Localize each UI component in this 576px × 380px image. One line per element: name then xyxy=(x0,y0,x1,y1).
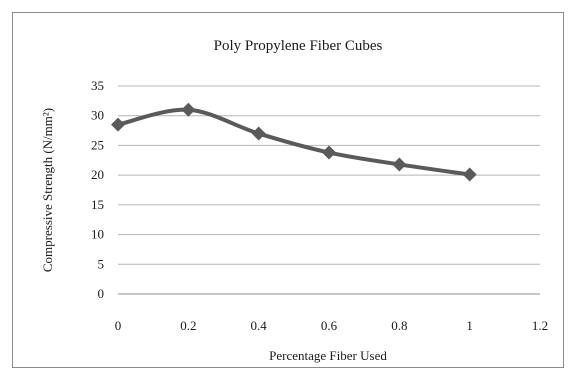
data-point-marker xyxy=(251,126,266,141)
data-point-marker xyxy=(181,102,196,117)
y-tick-label: 20 xyxy=(91,167,104,182)
y-tick-label: 35 xyxy=(91,78,104,93)
data-point-marker xyxy=(392,157,407,172)
x-tick-label: 0.4 xyxy=(251,318,268,333)
x-tick-label: 1 xyxy=(466,318,473,333)
grid-lines xyxy=(118,85,540,265)
x-tick-label: 1.2 xyxy=(532,318,548,333)
x-tick-label: 0 xyxy=(115,318,122,333)
x-axis-label: Percentage Fiber Used xyxy=(269,348,387,363)
y-tick-label: 0 xyxy=(98,286,105,301)
tick-labels: 0 5 10 15 20 25 30 35 0 0.2 0.4 0.6 0.8 1 1.2 xyxy=(91,78,548,333)
data-point-marker xyxy=(111,117,125,132)
data-point-marker xyxy=(322,145,336,160)
x-tick-label: 0.6 xyxy=(321,318,338,333)
y-tick-label: 5 xyxy=(98,256,105,271)
chart-frame xyxy=(12,12,564,368)
series-line xyxy=(116,107,472,177)
data-point-marker xyxy=(462,167,477,182)
x-tick-label: 0.2 xyxy=(180,318,196,333)
y-tick-label: 25 xyxy=(91,137,104,152)
y-tick-label: 10 xyxy=(91,227,104,242)
y-axis-label: Compressive Strength (N/mm²) xyxy=(40,108,55,272)
chart-title: Poly Propylene Fiber Cubes xyxy=(214,38,383,54)
y-tick-label: 30 xyxy=(91,108,104,123)
y-tick-label: 15 xyxy=(91,197,104,212)
data-series xyxy=(111,102,477,182)
x-tick-label: 0.8 xyxy=(391,318,407,333)
